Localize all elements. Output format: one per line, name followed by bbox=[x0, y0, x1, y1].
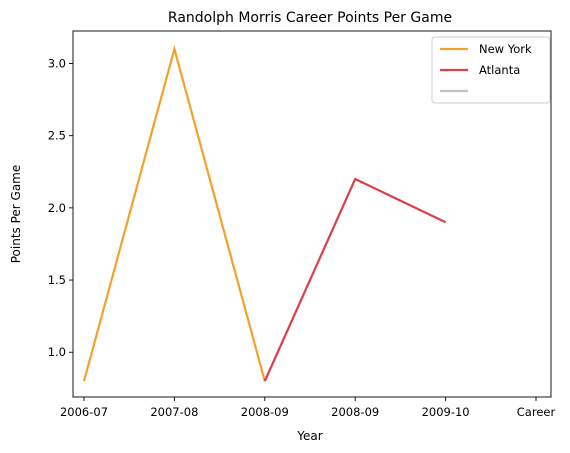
x-tick-label: 2008-09 bbox=[241, 405, 289, 419]
x-axis: 2006-07 2007-08 2008-09 2008-09 2009-10 Caree… bbox=[60, 397, 556, 419]
y-tick-label: 3.0 bbox=[48, 56, 66, 70]
x-tick-label: 2007-08 bbox=[150, 405, 198, 419]
y-axis: 1.0 1.5 2.0 2.5 3.0 bbox=[48, 56, 73, 359]
plot-area bbox=[72, 30, 552, 398]
x-tick-label: 2009-10 bbox=[422, 405, 470, 419]
legend-label: New York bbox=[479, 42, 532, 56]
legend-label: Atlanta bbox=[479, 63, 520, 77]
chart-title: Randolph Morris Career Points Per Game bbox=[168, 10, 452, 26]
y-axis-label: Points Per Game bbox=[9, 165, 23, 264]
series-line-new-york bbox=[82, 44, 266, 382]
x-axis-label: Year bbox=[296, 429, 322, 443]
x-tick-label: Career bbox=[517, 405, 556, 419]
series-line-atlanta bbox=[263, 177, 447, 382]
x-tick-label: 2008-09 bbox=[331, 405, 379, 419]
legend-box bbox=[431, 36, 551, 104]
legend: New York Atlanta bbox=[431, 36, 551, 104]
y-tick-label: 1.0 bbox=[48, 345, 66, 359]
x-tick-label: 2006-07 bbox=[60, 405, 108, 419]
y-tick-label: 1.5 bbox=[48, 273, 66, 287]
y-tick-label: 2.5 bbox=[48, 129, 66, 143]
y-tick-label: 2.0 bbox=[48, 201, 66, 215]
series-lines bbox=[82, 44, 447, 382]
